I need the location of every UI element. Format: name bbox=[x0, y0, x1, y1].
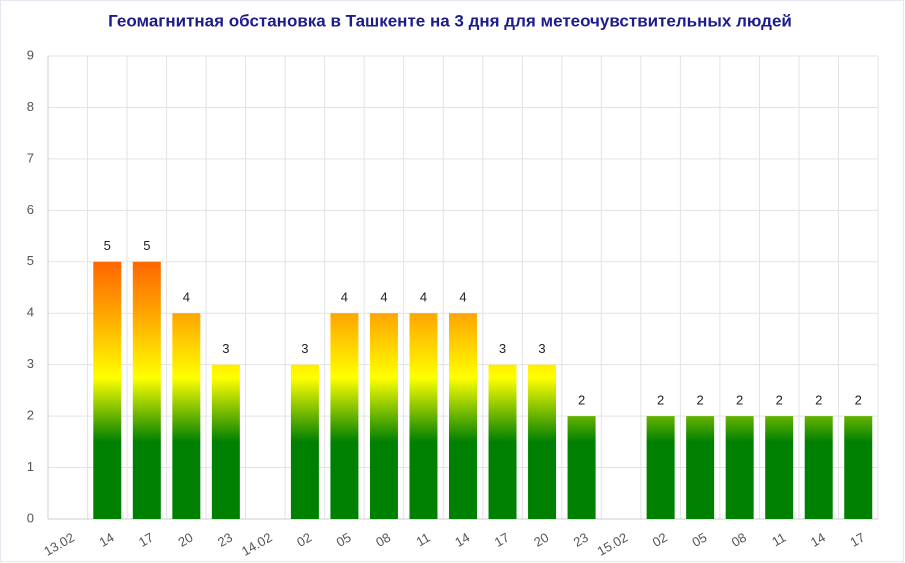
bar bbox=[646, 416, 675, 519]
bar bbox=[567, 416, 596, 519]
x-tick-label: 05 bbox=[689, 530, 709, 550]
value-label: 2 bbox=[736, 393, 743, 408]
bar bbox=[844, 416, 873, 519]
y-tick-label: 0 bbox=[27, 510, 34, 525]
value-label: 2 bbox=[815, 393, 822, 408]
value-label: 4 bbox=[459, 290, 466, 305]
y-tick-label: 2 bbox=[27, 408, 34, 423]
x-tick-label: 08 bbox=[373, 530, 393, 550]
value-label: 4 bbox=[341, 290, 348, 305]
y-tick-label: 6 bbox=[27, 202, 34, 217]
x-tick-label: 05 bbox=[334, 530, 354, 550]
x-tick-label: 11 bbox=[414, 530, 433, 550]
x-tick-label: 23 bbox=[571, 530, 591, 550]
x-tick-label: 14.02 bbox=[239, 530, 275, 559]
value-label: 3 bbox=[222, 341, 229, 356]
x-tick-label: 08 bbox=[729, 530, 749, 550]
bar bbox=[725, 416, 754, 519]
value-label: 2 bbox=[776, 393, 783, 408]
bar bbox=[488, 364, 517, 519]
x-tick-label: 13.02 bbox=[41, 530, 77, 559]
value-label: 4 bbox=[380, 290, 387, 305]
value-label: 4 bbox=[183, 290, 190, 305]
chart-title: Геомагнитная обстановка в Ташкенте на 3 … bbox=[108, 11, 792, 30]
bar bbox=[409, 313, 438, 519]
value-label: 4 bbox=[420, 290, 427, 305]
bar bbox=[686, 416, 715, 519]
value-label: 2 bbox=[578, 393, 585, 408]
x-tick-label: 17 bbox=[847, 530, 867, 550]
x-tick-label: 02 bbox=[650, 530, 670, 550]
y-tick-label: 1 bbox=[27, 459, 34, 474]
y-tick-label: 4 bbox=[27, 305, 34, 320]
x-tick-label: 17 bbox=[492, 530, 512, 550]
y-tick-label: 3 bbox=[27, 356, 34, 371]
value-label: 5 bbox=[104, 238, 111, 253]
bar bbox=[132, 261, 161, 519]
x-tick-label: 23 bbox=[215, 530, 235, 550]
x-tick-label: 15.02 bbox=[595, 530, 631, 559]
bar bbox=[211, 364, 240, 519]
bar bbox=[804, 416, 833, 519]
bar bbox=[290, 364, 319, 519]
x-tick-label: 14 bbox=[452, 530, 472, 550]
x-tick-label: 20 bbox=[176, 530, 196, 550]
x-tick-label: 02 bbox=[294, 530, 314, 550]
x-tick-label: 14 bbox=[96, 530, 116, 550]
y-tick-label: 9 bbox=[27, 47, 34, 62]
x-tick-label: 11 bbox=[769, 530, 788, 550]
bar bbox=[172, 313, 201, 519]
bar bbox=[449, 313, 477, 519]
value-label: 2 bbox=[657, 393, 664, 408]
x-tick-label: 17 bbox=[136, 530, 156, 550]
value-label: 3 bbox=[538, 341, 545, 356]
y-tick-label: 8 bbox=[27, 99, 34, 114]
bar bbox=[330, 313, 359, 519]
bar bbox=[765, 416, 794, 519]
value-label: 2 bbox=[697, 393, 704, 408]
value-label: 5 bbox=[143, 238, 150, 253]
y-tick-label: 7 bbox=[27, 150, 34, 165]
x-tick-label: 14 bbox=[808, 530, 828, 550]
bar bbox=[369, 313, 398, 519]
bar bbox=[528, 364, 557, 519]
y-tick-label: 5 bbox=[27, 253, 34, 268]
value-label: 3 bbox=[499, 341, 506, 356]
x-tick-label: 20 bbox=[531, 530, 551, 550]
value-label: 2 bbox=[855, 393, 862, 408]
value-label: 3 bbox=[301, 341, 308, 356]
bar bbox=[93, 261, 122, 519]
